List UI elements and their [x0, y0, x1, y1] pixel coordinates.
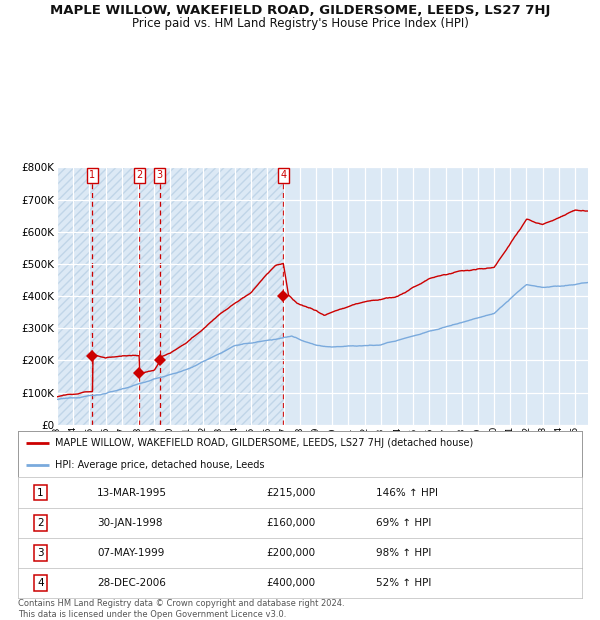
Text: Contains HM Land Registry data © Crown copyright and database right 2024.
This d: Contains HM Land Registry data © Crown c…: [18, 600, 344, 619]
Bar: [284, 167, 588, 425]
Text: 2: 2: [37, 518, 44, 528]
Text: 13-MAR-1995: 13-MAR-1995: [97, 487, 167, 497]
Text: 2: 2: [136, 170, 142, 180]
Text: £160,000: £160,000: [266, 518, 316, 528]
Text: £400,000: £400,000: [266, 578, 315, 588]
Text: £200,000: £200,000: [266, 548, 315, 558]
Text: 28-DEC-2006: 28-DEC-2006: [97, 578, 166, 588]
Text: 1: 1: [37, 487, 44, 497]
Text: 98% ↑ HPI: 98% ↑ HPI: [376, 548, 431, 558]
Bar: [57, 167, 284, 425]
Text: 3: 3: [157, 170, 163, 180]
Text: Price paid vs. HM Land Registry's House Price Index (HPI): Price paid vs. HM Land Registry's House …: [131, 17, 469, 30]
Text: 1: 1: [89, 170, 95, 180]
Text: HPI: Average price, detached house, Leeds: HPI: Average price, detached house, Leed…: [55, 460, 264, 470]
Text: 3: 3: [37, 548, 44, 558]
Text: 52% ↑ HPI: 52% ↑ HPI: [376, 578, 431, 588]
Text: 4: 4: [37, 578, 44, 588]
Text: 4: 4: [280, 170, 286, 180]
Text: 69% ↑ HPI: 69% ↑ HPI: [376, 518, 431, 528]
Text: 146% ↑ HPI: 146% ↑ HPI: [376, 487, 438, 497]
Text: 30-JAN-1998: 30-JAN-1998: [97, 518, 163, 528]
Text: 07-MAY-1999: 07-MAY-1999: [97, 548, 164, 558]
Text: MAPLE WILLOW, WAKEFIELD ROAD, GILDERSOME, LEEDS, LS27 7HJ: MAPLE WILLOW, WAKEFIELD ROAD, GILDERSOME…: [50, 4, 550, 17]
Text: MAPLE WILLOW, WAKEFIELD ROAD, GILDERSOME, LEEDS, LS27 7HJ (detached house): MAPLE WILLOW, WAKEFIELD ROAD, GILDERSOME…: [55, 438, 473, 448]
Text: £215,000: £215,000: [266, 487, 316, 497]
